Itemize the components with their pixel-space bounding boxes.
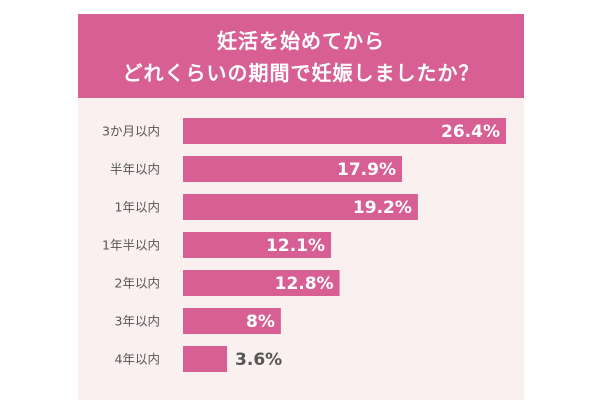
category-label: 1年半以内 <box>102 238 160 253</box>
value-label: 12.8% <box>275 274 334 294</box>
bar <box>183 118 506 144</box>
bar <box>183 232 332 258</box>
category-label: 半年以内 <box>110 162 160 177</box>
chart-panel: 3か月以内 26.4% 半年以内 17.9% 1年以内 19.2% 1年半以内 12.1% 2年… <box>78 98 524 400</box>
category-label: 3年以内 <box>115 314 160 329</box>
title-banner: 妊活を始めてから どれくらいの期間で妊娠しましたか？ <box>78 14 524 98</box>
value-label: 3.6% <box>235 350 282 370</box>
value-label: 19.2% <box>353 198 412 218</box>
title-line-1: 妊活を始めてから <box>217 29 385 53</box>
value-label: 8% <box>246 312 275 332</box>
category-label: 3か月以内 <box>102 124 160 139</box>
category-label: 4年以内 <box>115 352 160 367</box>
category-label: 1年以内 <box>115 200 160 215</box>
bar <box>183 346 228 372</box>
bar <box>183 270 340 296</box>
title-line-2: どれくらいの期間で妊娠しましたか？ <box>122 61 480 85</box>
category-label: 2年以内 <box>115 276 160 291</box>
bar <box>183 194 418 220</box>
value-label: 12.1% <box>266 236 325 256</box>
value-label: 17.9% <box>337 160 396 180</box>
value-label: 26.4% <box>441 122 500 142</box>
bar <box>183 156 403 182</box>
bar <box>183 308 281 334</box>
bar-chart: 3か月以内 26.4% 半年以内 17.9% 1年以内 19.2% 1年半以内 12.1% 2年… <box>102 118 506 372</box>
